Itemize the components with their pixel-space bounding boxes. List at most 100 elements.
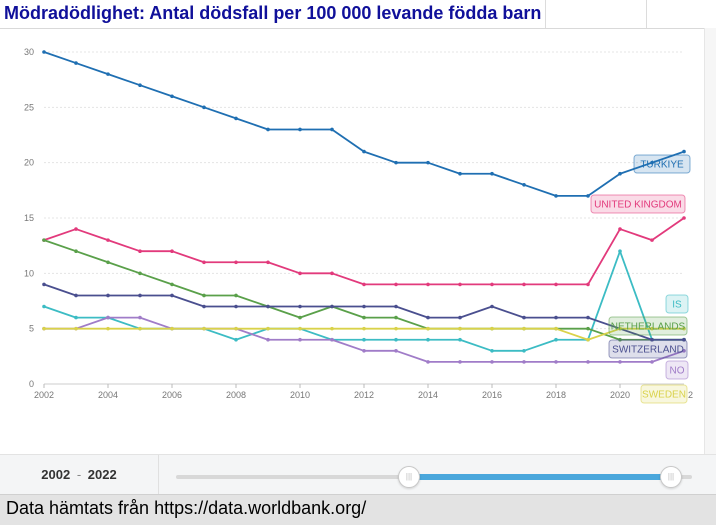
data-point: [106, 72, 110, 76]
x-tick-label: 2016: [482, 390, 502, 400]
data-point: [266, 127, 270, 132]
data-point: [458, 337, 462, 342]
line-label-box: [590, 194, 686, 214]
year-range-label: 2002 - 2022: [0, 455, 159, 495]
line-label: NO: [670, 366, 685, 377]
data-point: [106, 238, 110, 242]
data-point: [298, 271, 302, 276]
data-point: [618, 227, 622, 231]
data-point: [586, 315, 590, 320]
data-point: [42, 304, 46, 309]
data-point: [74, 326, 78, 331]
line-chart: 0 5 10 15 20 25 30 2002 2004 2006 2008 2010 2012 2014…: [24, 47, 693, 404]
y-tick-label: 25: [24, 102, 34, 112]
range-end: 2022: [87, 467, 117, 482]
line-label-box: [665, 360, 689, 380]
year-range-bar: 2002 - 2022 ||| |||: [0, 454, 716, 495]
x-tick-label: 2: [688, 390, 693, 400]
range-start: 2002: [41, 467, 71, 482]
data-point: [426, 326, 430, 331]
data-point: [554, 194, 558, 198]
data-point: [554, 337, 558, 342]
data-point: [682, 149, 686, 154]
data-point: [266, 326, 270, 331]
data-point: [458, 315, 462, 320]
x-tick-label: 2020: [610, 390, 630, 400]
data-point: [458, 282, 462, 287]
range-separator: -: [76, 467, 82, 482]
slider-fill: [408, 474, 670, 480]
page-title: Mödradödlighet: Antal dödsfall per 100 0…: [4, 3, 542, 23]
x-tick-label: 2010: [290, 390, 310, 400]
data-point: [394, 326, 398, 331]
data-point: [106, 315, 110, 320]
data-point: [586, 326, 590, 331]
data-point: [266, 260, 270, 265]
data-point: [362, 282, 366, 287]
data-point: [74, 293, 78, 298]
data-point: [586, 337, 590, 342]
line-label: IS: [672, 300, 682, 311]
data-point: [234, 293, 238, 298]
data-point: [394, 282, 398, 287]
data-point: [554, 326, 558, 331]
data-point: [330, 337, 334, 342]
data-point: [330, 271, 334, 276]
data-point: [42, 50, 46, 54]
data-point: [522, 360, 526, 364]
line-label-box: [640, 384, 688, 404]
data-point: [234, 116, 238, 121]
data-point: [362, 315, 366, 320]
data-point: [138, 326, 142, 331]
data-point: [362, 326, 366, 331]
data-point: [330, 127, 334, 132]
x-tick-label: 2002: [34, 390, 54, 400]
source-note: Data hämtats från https://data.worldbank…: [6, 498, 367, 518]
cell-divider: [646, 0, 647, 28]
data-point: [618, 249, 622, 253]
slider-handle-end[interactable]: |||: [660, 466, 682, 488]
x-tick-label: 2018: [546, 390, 566, 400]
data-point: [234, 337, 238, 342]
title-bar: Mödradödlighet: Antal dödsfall per 100 0…: [0, 0, 716, 29]
data-point: [490, 304, 494, 309]
data-point: [362, 149, 366, 154]
x-tick-label: 2012: [354, 390, 374, 400]
data-point: [362, 304, 366, 309]
data-point: [618, 171, 622, 176]
data-point: [650, 360, 654, 364]
data-point: [330, 326, 334, 331]
data-point: [234, 260, 238, 265]
footer: Data hämtats från https://data.worldbank…: [0, 494, 716, 525]
series-line: [43, 51, 685, 197]
data-point: [554, 360, 558, 364]
data-point: [170, 282, 174, 287]
data-point: [618, 326, 622, 331]
data-point: [586, 282, 590, 287]
data-point: [490, 349, 494, 353]
data-point: [170, 293, 174, 298]
data-point: [74, 61, 78, 65]
series-line: [43, 250, 684, 352]
data-point: [522, 349, 526, 353]
chart-area: 0 5 10 15 20 25 30 2002 2004 2006 2008 2010 2012 2014…: [0, 28, 716, 454]
data-point: [458, 360, 462, 364]
data-point: [394, 304, 398, 309]
data-point: [490, 326, 494, 331]
data-point: [106, 260, 110, 265]
data-point: [490, 282, 494, 287]
scroll-edge: [704, 28, 716, 454]
data-point: [266, 337, 270, 342]
line-label: SWITZERLAND: [612, 345, 684, 356]
data-point: [522, 326, 526, 331]
line-label-box: [608, 316, 688, 336]
data-point: [362, 337, 366, 342]
data-point: [522, 315, 526, 320]
x-tick-label: 2014: [418, 390, 438, 400]
slider-handle-start[interactable]: |||: [398, 466, 420, 488]
data-point: [202, 326, 206, 331]
y-tick-label: 20: [24, 158, 34, 168]
data-point: [426, 160, 430, 165]
data-point: [234, 304, 238, 309]
data-point: [202, 293, 206, 298]
